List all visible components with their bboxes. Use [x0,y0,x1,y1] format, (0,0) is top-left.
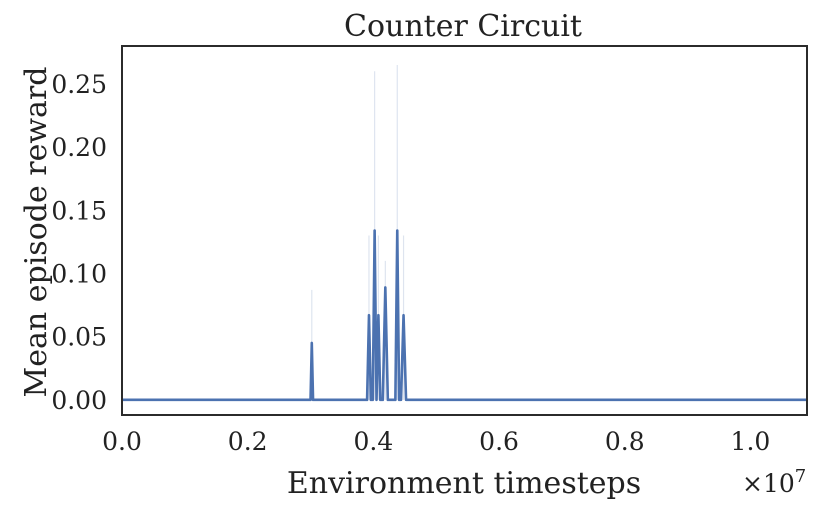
y-tick-label: 0.20 [51,133,107,162]
x-tick-label: 0.2 [228,427,268,456]
series-line [122,229,807,402]
x-tick-label: 1.0 [731,427,771,456]
chart-title: Counter Circuit [344,9,582,44]
variance-band-layer [311,64,405,400]
x-tick-label: 0.8 [605,427,645,456]
x-axis-label: Environment timesteps [287,466,641,501]
x-tick-label: 0.4 [353,427,393,456]
y-tick-labels: 0.00 0.05 0.10 0.15 0.20 0.25 [51,70,107,415]
y-tick-label: 0.25 [51,70,107,99]
x-tick-labels: 0.0 0.2 0.4 0.6 0.8 1.0 [102,427,770,456]
x-offset-exponent: 7 [795,466,806,487]
y-tick-label: 0.15 [51,196,107,225]
plot-frame [121,45,808,416]
y-tick-label: 0.10 [51,259,107,288]
x-offset-base: ×10 [742,469,795,498]
y-tick-label: 0.05 [51,323,107,352]
y-axis-label: Mean episode reward [19,67,54,398]
x-tick-label: 0.0 [102,427,142,456]
series-layer [122,229,807,402]
x-axis-offset-text: ×107 [742,466,806,498]
y-tick-label: 0.00 [51,386,107,415]
x-tick-label: 0.6 [479,427,519,456]
